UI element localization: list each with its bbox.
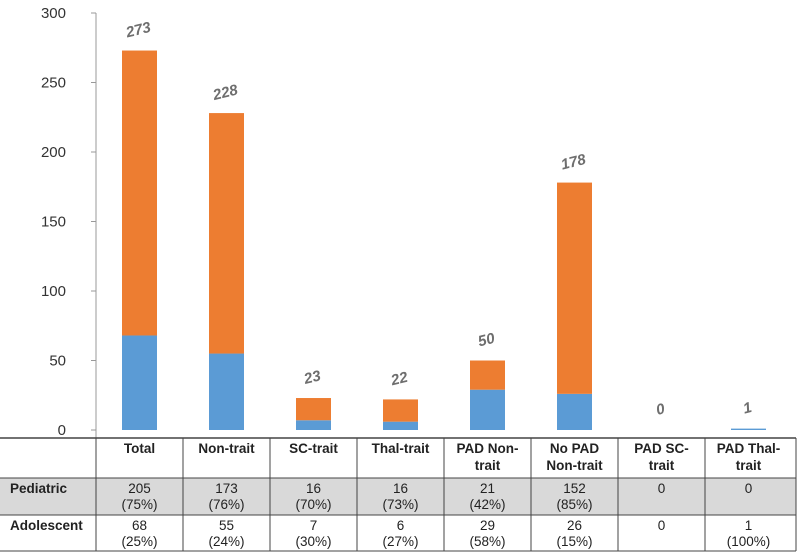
category-label: Total	[124, 441, 155, 456]
y-tick-label: 150	[41, 214, 66, 231]
table-cell: 0	[658, 518, 666, 533]
total-label: 23	[301, 367, 323, 388]
category-label: PAD SC-	[634, 441, 689, 456]
table-cell: 16	[393, 481, 408, 496]
category-label: SC-trait	[289, 441, 338, 456]
total-label: 22	[388, 369, 410, 390]
category-label: trait	[475, 458, 501, 473]
bar-adolescent	[122, 335, 157, 430]
axes: 0 50 100 150 200 250 300	[41, 5, 97, 439]
table-cell: 26	[567, 518, 582, 533]
bar-adolescent	[557, 393, 592, 430]
table-cell: 7	[310, 518, 318, 533]
bar-pediatric	[122, 50, 157, 336]
category-label: PAD Non-	[457, 441, 519, 456]
table-cell: (24%)	[208, 534, 244, 549]
bars	[122, 50, 766, 430]
table-cell: 55	[219, 518, 234, 533]
table-cell: 6	[397, 518, 405, 533]
data-table: Total Non-trait SC-trait Thal-trait PAD Non-…	[0, 437, 797, 552]
y-tick-label: 250	[41, 75, 66, 92]
bar-adolescent	[296, 420, 331, 430]
category-label: PAD Thal-	[717, 441, 781, 456]
table-cell: 21	[480, 481, 495, 496]
bar-pediatric	[470, 360, 505, 390]
y-tick-label: 300	[41, 5, 66, 22]
table-cell: 1	[745, 518, 753, 533]
bar-adolescent	[383, 421, 418, 430]
table-cell: (25%)	[121, 534, 157, 549]
total-label: 1	[741, 399, 753, 418]
table-cell: 205	[128, 481, 151, 496]
table-cell: 0	[658, 481, 666, 496]
table-cell: (58%)	[469, 534, 505, 549]
category-label: Non-trait	[546, 458, 603, 473]
bar-pediatric	[383, 399, 418, 422]
y-tick-label: 50	[49, 353, 66, 370]
y-tick-label: 0	[58, 422, 66, 439]
table-row-shade	[0, 478, 796, 515]
total-label: 228	[210, 81, 240, 104]
category-label: trait	[736, 458, 762, 473]
table-cell: (85%)	[556, 497, 592, 512]
table-cell: (27%)	[382, 534, 418, 549]
table-cell: 152	[563, 481, 586, 496]
total-label: 273	[123, 19, 153, 42]
bar-pediatric	[296, 398, 331, 421]
table-cell: (70%)	[295, 497, 331, 512]
table-row-label: Adolescent	[10, 518, 83, 533]
table-cell: 68	[132, 518, 147, 533]
table-cell: (42%)	[469, 497, 505, 512]
total-label: 50	[476, 330, 497, 351]
table-cell: (75%)	[121, 497, 157, 512]
table-cell: 0	[745, 481, 753, 496]
table-cell: 16	[306, 481, 321, 496]
bar-adolescent	[731, 428, 766, 430]
total-label: 178	[559, 151, 588, 174]
table-cell: 29	[480, 518, 495, 533]
total-label: 0	[654, 400, 667, 419]
table-cell: (30%)	[295, 534, 331, 549]
bar-pediatric	[209, 113, 244, 354]
y-tick-label: 200	[41, 144, 66, 161]
table-cell: (73%)	[382, 497, 418, 512]
category-label: Thal-trait	[372, 441, 430, 456]
table-cell: (100%)	[727, 534, 771, 549]
category-label: No PAD	[550, 441, 599, 456]
category-label: Non-trait	[198, 441, 255, 456]
table-cell: (15%)	[556, 534, 592, 549]
labels: 273 228 23 22 50 178 0 1	[123, 19, 753, 419]
table-row-label: Pediatric	[10, 481, 68, 496]
bar-adolescent	[209, 353, 244, 430]
y-tick-label: 100	[41, 283, 66, 300]
table-cell: 173	[215, 481, 238, 496]
bar-adolescent	[470, 389, 505, 430]
category-label: trait	[649, 458, 675, 473]
table-cell: (76%)	[208, 497, 244, 512]
bar-pediatric	[557, 182, 592, 394]
